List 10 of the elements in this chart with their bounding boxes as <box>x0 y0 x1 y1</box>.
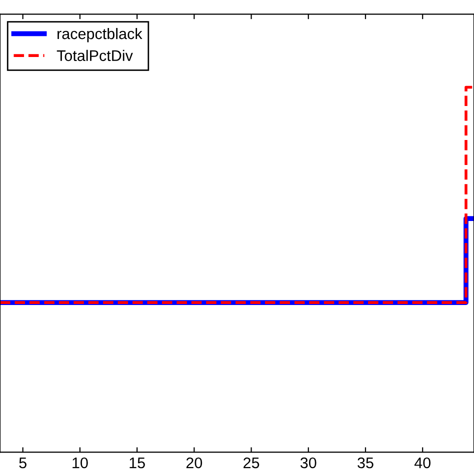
x-tick-label: 15 <box>130 458 145 468</box>
x-tick-label: 5 <box>19 458 26 468</box>
x-tick-label: 10 <box>72 457 88 468</box>
x-tick-label: 35 <box>358 457 374 468</box>
x-tick-label: 30 <box>300 457 316 468</box>
legend-label: TotalPctDiv <box>56 50 133 62</box>
x-tick-label: 40 <box>414 457 430 468</box>
x-tick-label: 25 <box>244 457 260 468</box>
legend-label: racepctblack <box>58 28 142 42</box>
x-tick-label: 20 <box>186 457 202 468</box>
